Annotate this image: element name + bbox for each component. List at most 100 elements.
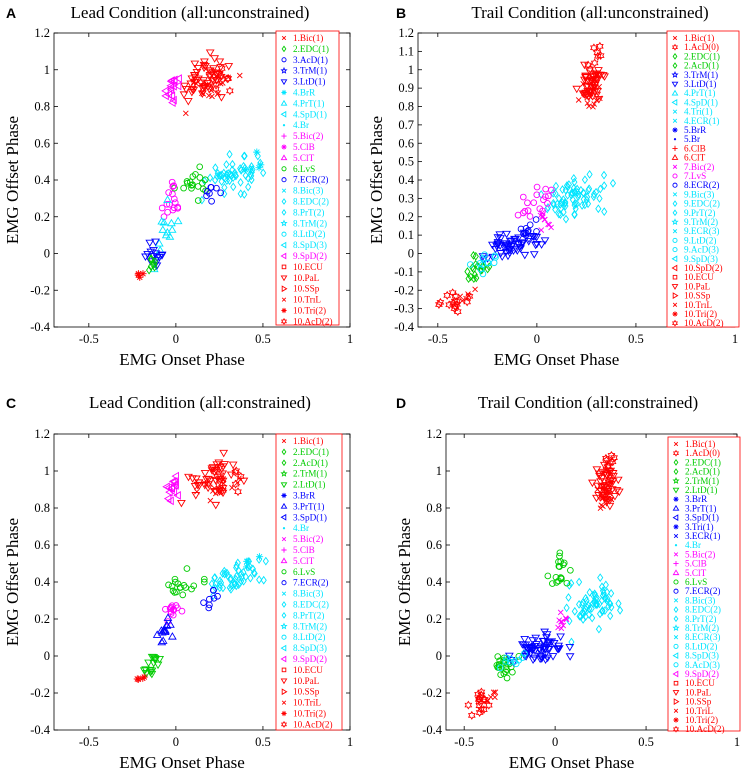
panel-d-point xyxy=(608,602,615,612)
panel-d-point xyxy=(568,637,575,647)
panel-a-point xyxy=(162,227,172,236)
panel-d-point xyxy=(503,674,511,682)
panel-a-point xyxy=(248,175,255,185)
panel-a-point xyxy=(242,171,249,180)
panel-b-point xyxy=(590,189,598,199)
panel-a-point xyxy=(179,91,189,99)
panel-b-point xyxy=(575,192,582,201)
panel-b-point xyxy=(526,221,534,229)
panel-b-point xyxy=(571,177,578,187)
panel-b-ytick-label: 1.1 xyxy=(398,44,414,58)
panel-a-point xyxy=(136,273,144,281)
panel-d-legend-marker xyxy=(673,606,679,613)
panel-d-point xyxy=(612,487,622,495)
panel-a-legend-label: 6.LvS xyxy=(293,164,315,174)
panel-b-legend-marker xyxy=(672,237,678,243)
panel-d-point xyxy=(610,453,618,463)
panel-b-ytick-label: 1 xyxy=(408,63,414,77)
panel-b-legend-label: 10.SSp xyxy=(684,291,711,301)
panel-b-point xyxy=(586,92,592,99)
panel-b-legend-marker xyxy=(672,118,678,123)
panel-b-point xyxy=(509,247,518,256)
panel-c-legend-marker xyxy=(281,601,287,608)
panel-a-point xyxy=(216,171,223,181)
panel-b-point xyxy=(564,182,571,192)
panel-a-point xyxy=(169,190,176,198)
panel-a-point xyxy=(232,171,239,181)
panel-b-legend-marker xyxy=(671,81,679,88)
panel-c-point xyxy=(218,485,227,495)
panel-d-legend-label: 6.LvS xyxy=(685,577,707,587)
panel-d-point xyxy=(592,600,599,609)
panel-d-point xyxy=(563,579,571,587)
panel-c-legend-label: 8.Bic(3) xyxy=(293,589,323,599)
panel-a-point xyxy=(209,93,215,100)
panel-c-point xyxy=(166,496,174,506)
panel-b-point xyxy=(571,200,578,210)
panel-b-legend-label: 4.Tri(1) xyxy=(684,107,713,117)
panel-a-point xyxy=(253,148,261,156)
panel-c-point xyxy=(140,673,148,681)
panel-c-point xyxy=(231,467,240,477)
panel-b-point xyxy=(469,263,476,272)
panel-b-point xyxy=(586,169,593,179)
panel-c-ytick-label: 0 xyxy=(44,649,50,663)
panel-d-point xyxy=(589,613,596,623)
panel-d-point xyxy=(549,580,556,587)
panel-b-ytick-label: 0.7 xyxy=(398,118,414,132)
panel-b-ytick-label: -0.1 xyxy=(394,265,414,279)
panel-b-point xyxy=(436,297,445,307)
panel-c-point xyxy=(249,564,256,574)
panel-d-legend-label: 3.SpD(1) xyxy=(685,513,719,523)
panel-d-legend-marker xyxy=(673,643,679,649)
panel-d-ytick-label: 1.2 xyxy=(426,427,442,441)
panel-d-point xyxy=(559,618,565,625)
panel-b-xlabel: EMG Onset Phase xyxy=(494,350,620,369)
panel-c-point xyxy=(171,589,178,596)
panel-b-ytick-label: 0.6 xyxy=(398,136,414,150)
panel-c-legend-label: 9.SpD(2) xyxy=(293,654,327,664)
panel-c-point xyxy=(169,611,177,619)
panel-d-legend-label: 9.SpD(2) xyxy=(685,669,719,679)
panel-c-legend-marker xyxy=(282,527,286,530)
panel-d-point xyxy=(535,647,545,655)
panel-b-legend-box xyxy=(666,30,740,328)
panel-c-legend-marker xyxy=(281,700,287,705)
panel-d-legend-label: 3.BrR xyxy=(685,494,708,504)
panel-b-point xyxy=(477,265,484,275)
panel-d-legend-label: 1.AcD(0) xyxy=(685,448,720,458)
panel-d-point xyxy=(515,656,523,664)
panel-b-legend-label: 7.LvS xyxy=(684,171,706,181)
panel-a-point xyxy=(151,238,160,247)
panel-a-point xyxy=(186,80,196,88)
panel-b-legend-marker xyxy=(672,311,678,317)
panel-c-legend-marker xyxy=(281,448,287,456)
panel-d-point xyxy=(496,664,504,672)
panel-b-legend-marker xyxy=(671,154,679,160)
panel-a-point xyxy=(166,81,174,91)
panel-b-legend-label: 9.ECR(3) xyxy=(684,226,719,236)
panel-d-point xyxy=(530,654,540,663)
panel-d-point xyxy=(542,631,552,639)
panel-c-point xyxy=(169,587,177,595)
panel-d-point xyxy=(556,633,565,641)
panel-d-legend-label: 7.ECR(2) xyxy=(685,586,720,596)
panel-d-point xyxy=(571,606,578,616)
panel-d-point xyxy=(598,502,605,509)
panel-c-point xyxy=(231,479,240,489)
panel-a-point xyxy=(159,217,169,226)
panel-a-legend-label: 10.ECU xyxy=(293,262,323,272)
panel-d-point xyxy=(599,495,606,502)
panel-d-point xyxy=(520,635,530,644)
panel-c-point xyxy=(194,488,200,495)
panel-a-point xyxy=(196,163,204,171)
panel-d-point xyxy=(487,694,494,700)
panel-d-point xyxy=(585,610,593,619)
panel-a-ytick-label: 0.4 xyxy=(34,173,50,187)
panel-a-point xyxy=(221,189,228,199)
panel-a-point xyxy=(255,164,263,172)
panel-c-legend-marker xyxy=(281,459,287,467)
panel-c-point xyxy=(262,556,269,566)
panel-d-point xyxy=(586,604,593,614)
panel-a-legend-marker xyxy=(281,89,287,96)
